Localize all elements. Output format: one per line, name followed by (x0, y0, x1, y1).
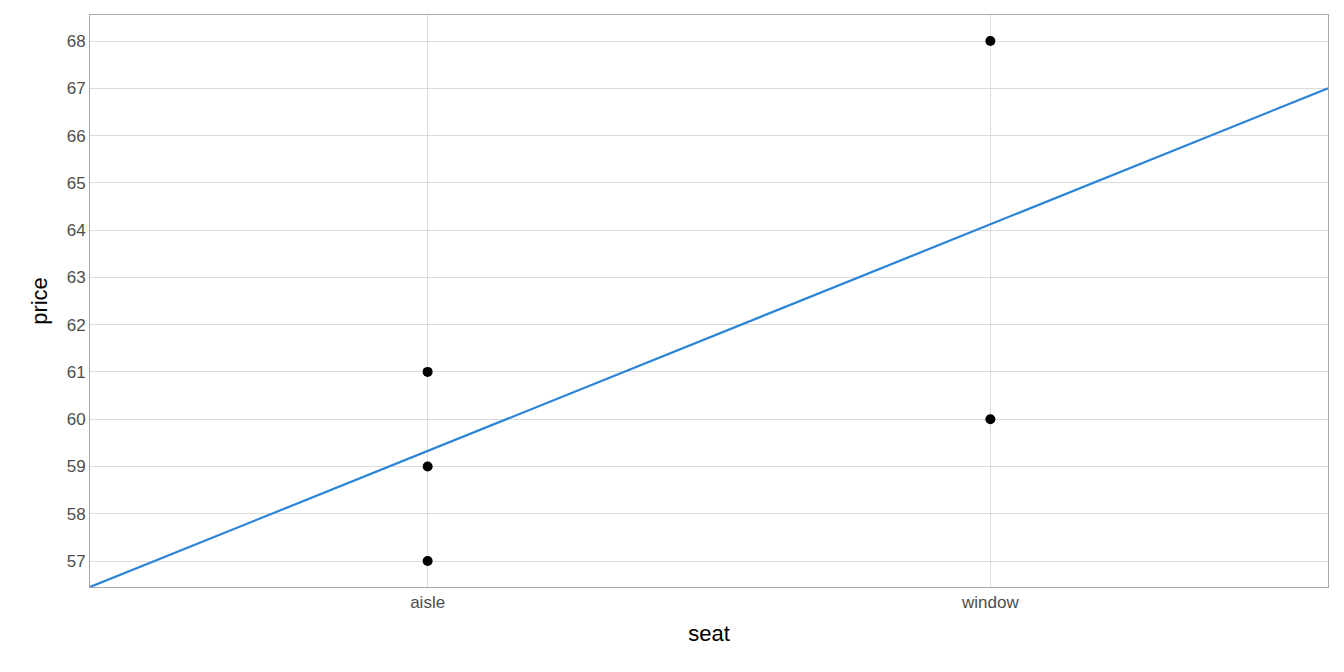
svg-text:62: 62 (67, 316, 86, 335)
svg-text:63: 63 (67, 268, 86, 287)
svg-text:65: 65 (67, 174, 86, 193)
svg-text:66: 66 (67, 127, 86, 146)
svg-text:61: 61 (67, 363, 86, 382)
svg-text:seat: seat (688, 621, 730, 646)
svg-text:64: 64 (67, 221, 86, 240)
svg-text:60: 60 (67, 410, 86, 429)
svg-text:68: 68 (67, 32, 86, 51)
svg-text:price: price (27, 277, 52, 325)
svg-text:67: 67 (67, 79, 86, 98)
svg-text:59: 59 (67, 457, 86, 476)
svg-text:window: window (961, 593, 1019, 612)
svg-text:57: 57 (67, 552, 86, 571)
svg-text:aisle: aisle (410, 593, 445, 612)
svg-text:58: 58 (67, 505, 86, 524)
